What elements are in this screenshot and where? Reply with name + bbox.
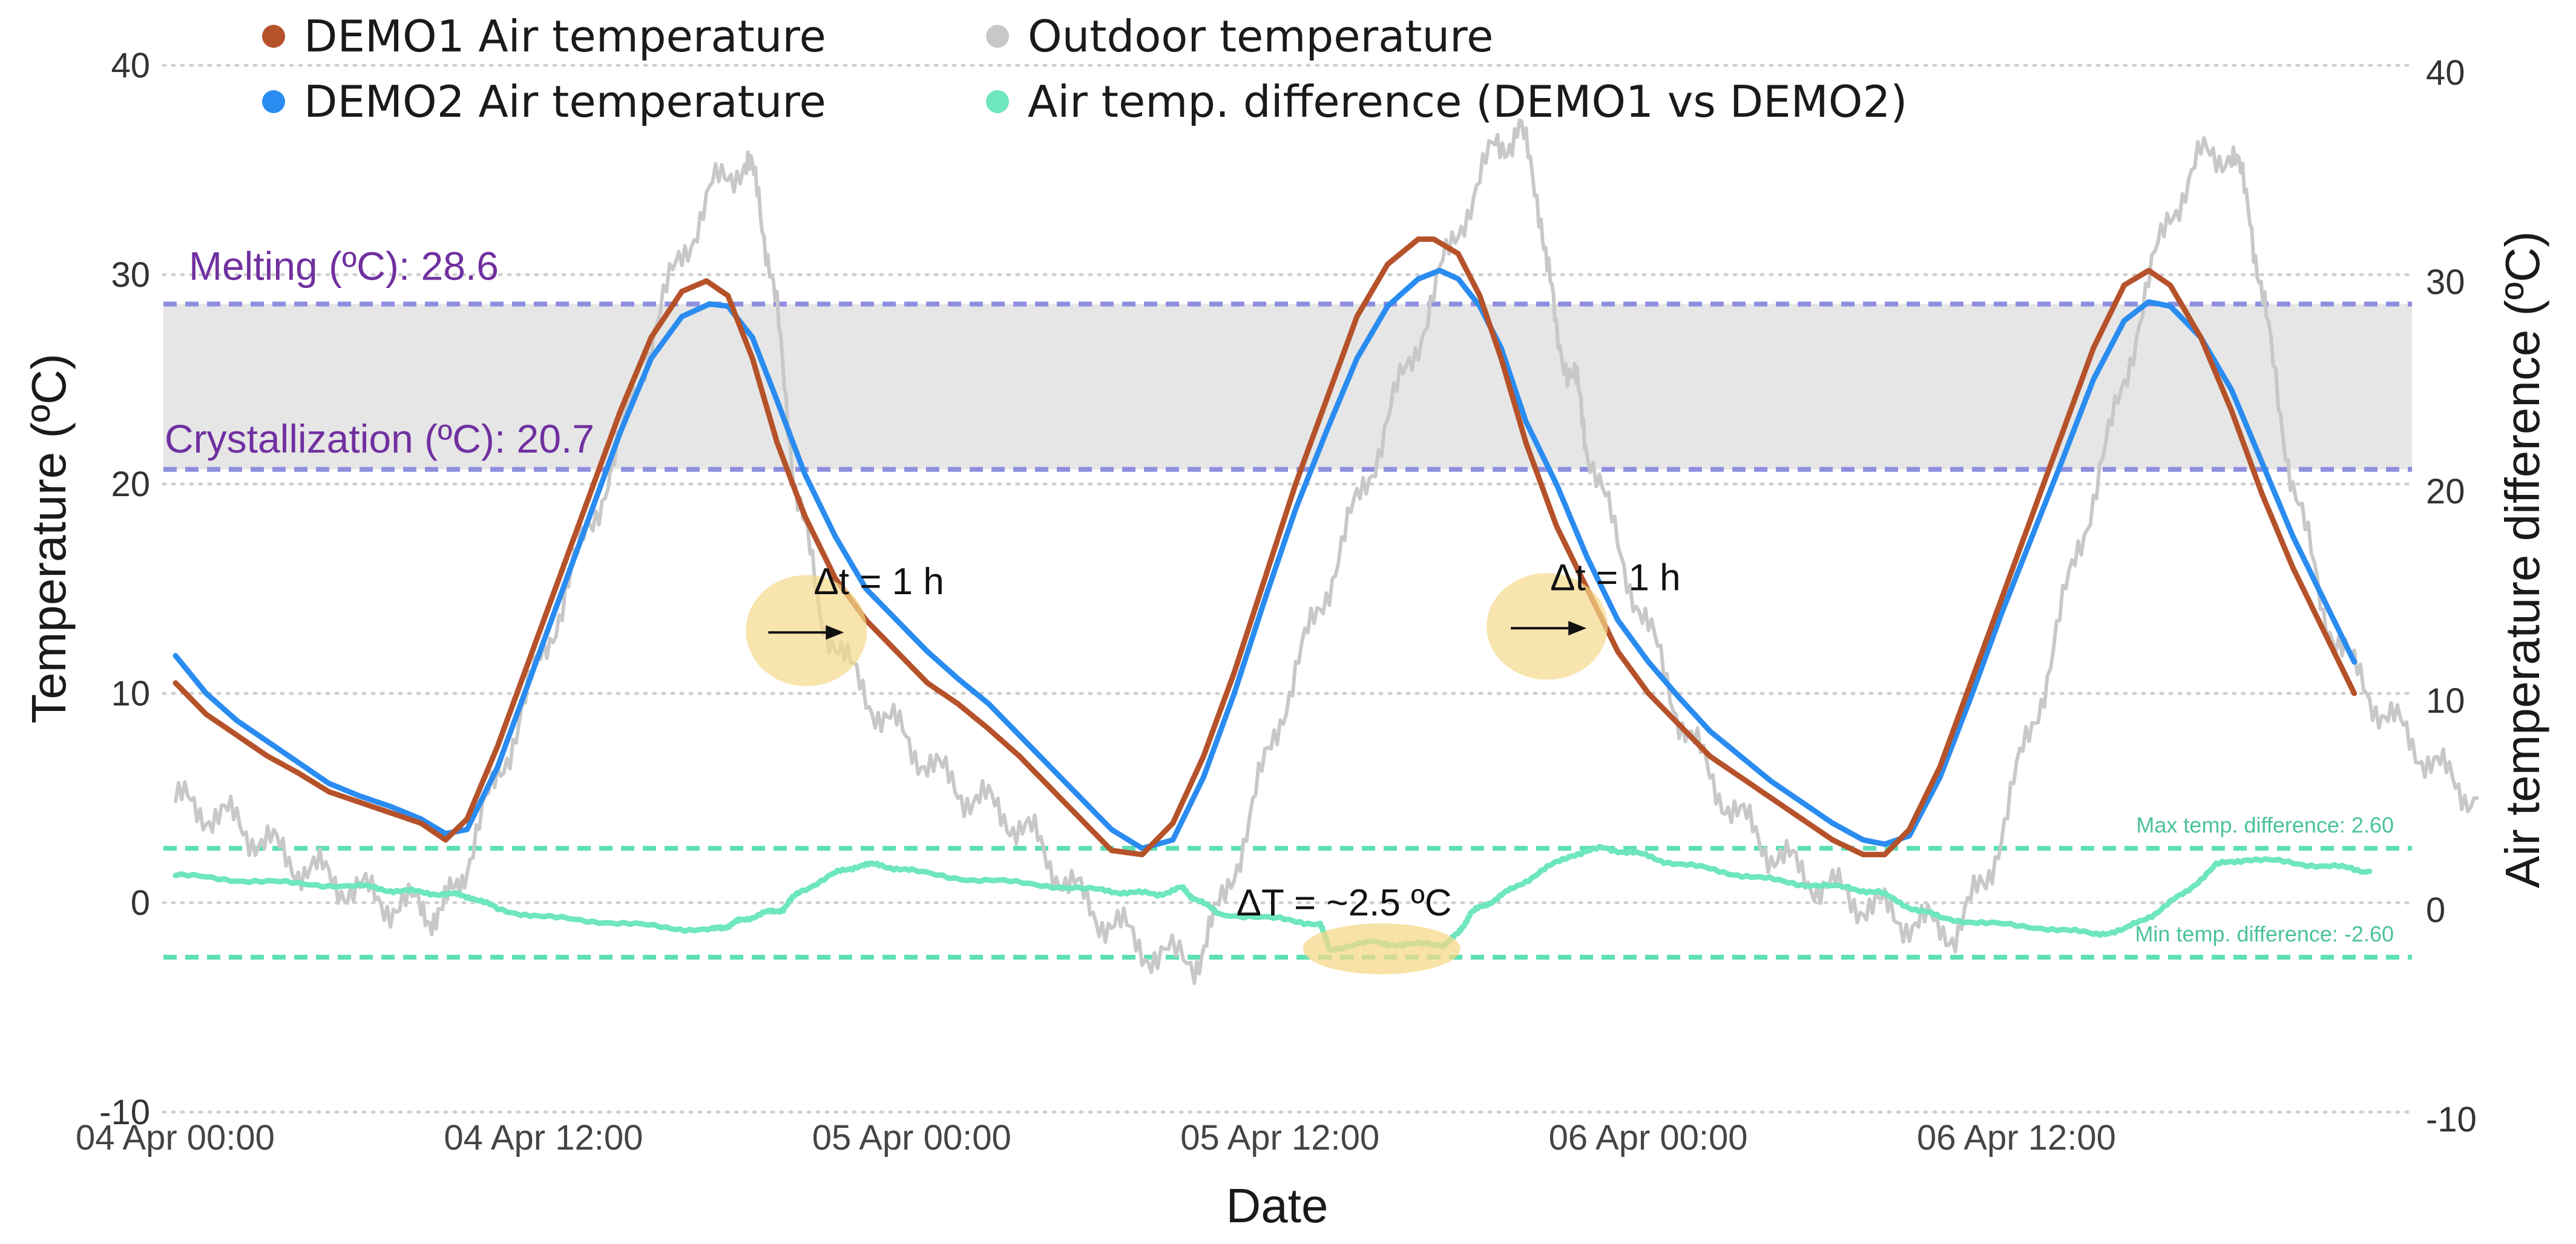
- phase-change-band: [163, 304, 2412, 470]
- series-line-diff: [172, 843, 2373, 954]
- y-axis-left-title: Temperature (ºC): [22, 353, 76, 724]
- annotation-delta-t-1: Δt = 1 h: [813, 561, 944, 603]
- legend-outdoor-label: Outdoor temperature: [1028, 11, 1493, 62]
- y-left-tick-label: -10: [99, 1093, 150, 1132]
- x-tick-label: 06 Apr 00:00: [1549, 1118, 1748, 1157]
- x-axis-title: Date: [1226, 1179, 1329, 1233]
- y-right-tick-label: -10: [2426, 1100, 2477, 1139]
- crystallization-label: Crystallization (ºC): 20.7: [165, 416, 594, 461]
- y-left-tick-label: 0: [131, 883, 150, 923]
- legend-demo2-label: DEMO2 Air temperature: [304, 76, 826, 127]
- y-left-tick-label: 20: [111, 465, 150, 504]
- melting-label: Melting (ºC): 28.6: [189, 243, 499, 288]
- legend-demo1-marker: [262, 25, 285, 48]
- y-axis-right-title: Air temperature difference (ºC): [2496, 231, 2549, 888]
- legend-demo1-label: DEMO1 Air temperature: [304, 11, 826, 62]
- series-lines: [172, 118, 2479, 985]
- legend-demo2-marker: [262, 90, 285, 113]
- y-right-tick-label: 10: [2426, 681, 2465, 721]
- highlight-delta-T: [1303, 923, 1460, 975]
- annotation-delta-T: ΔT = ~2.5 ºC: [1237, 882, 1452, 924]
- x-tick-label: 04 Apr 00:00: [76, 1118, 275, 1157]
- phase-change-band-layer: [163, 304, 2412, 470]
- legend-outdoor-marker: [986, 25, 1009, 48]
- legend-diff-marker: [986, 90, 1009, 113]
- x-tick-label: 06 Apr 12:00: [1917, 1118, 2116, 1157]
- arrow-delta-t-2-head: [1568, 621, 1587, 636]
- highlight-delta-t-1: [746, 575, 867, 687]
- y-right-tick-label: 40: [2426, 53, 2465, 93]
- x-tick-label: 04 Apr 12:00: [444, 1118, 643, 1157]
- highlight-delta-t-2: [1487, 573, 1608, 680]
- y-right-tick-label: 0: [2426, 891, 2445, 930]
- series-line-demo1: [172, 236, 2358, 857]
- series-line-outdoor: [174, 118, 2479, 985]
- arrow-delta-t-1-head: [826, 625, 844, 640]
- legend-diff-label: Air temp. difference (DEMO1 vs DEMO2): [1028, 76, 1907, 127]
- legend: DEMO1 Air temperature Outdoor temperatur…: [262, 11, 1907, 127]
- annotation-delta-t-2: Δt = 1 h: [1550, 557, 1681, 598]
- y-right-tick-label: 20: [2426, 472, 2465, 511]
- max-diff-label: Max temp. difference: 2.60: [2136, 813, 2394, 837]
- annotations: Δt = 1 h Δt = 1 h ΔT = ~2.5 ºC: [768, 557, 1681, 924]
- y-right-tick-label: 30: [2426, 263, 2465, 302]
- min-diff-label: Min temp. difference: -2.60: [2135, 922, 2394, 946]
- y-left-tick-label: 30: [111, 255, 150, 295]
- x-tick-label: 05 Apr 00:00: [812, 1118, 1011, 1157]
- reference-lines: Melting (ºC): 28.6 Crystallization (ºC): …: [163, 243, 2412, 960]
- y-left-tick-label: 10: [111, 674, 150, 713]
- y-left-tick-label: 40: [111, 46, 150, 85]
- series-line-demo2: [172, 267, 2358, 851]
- x-tick-label: 05 Apr 12:00: [1180, 1118, 1379, 1157]
- annotation-highlights: [746, 573, 1608, 975]
